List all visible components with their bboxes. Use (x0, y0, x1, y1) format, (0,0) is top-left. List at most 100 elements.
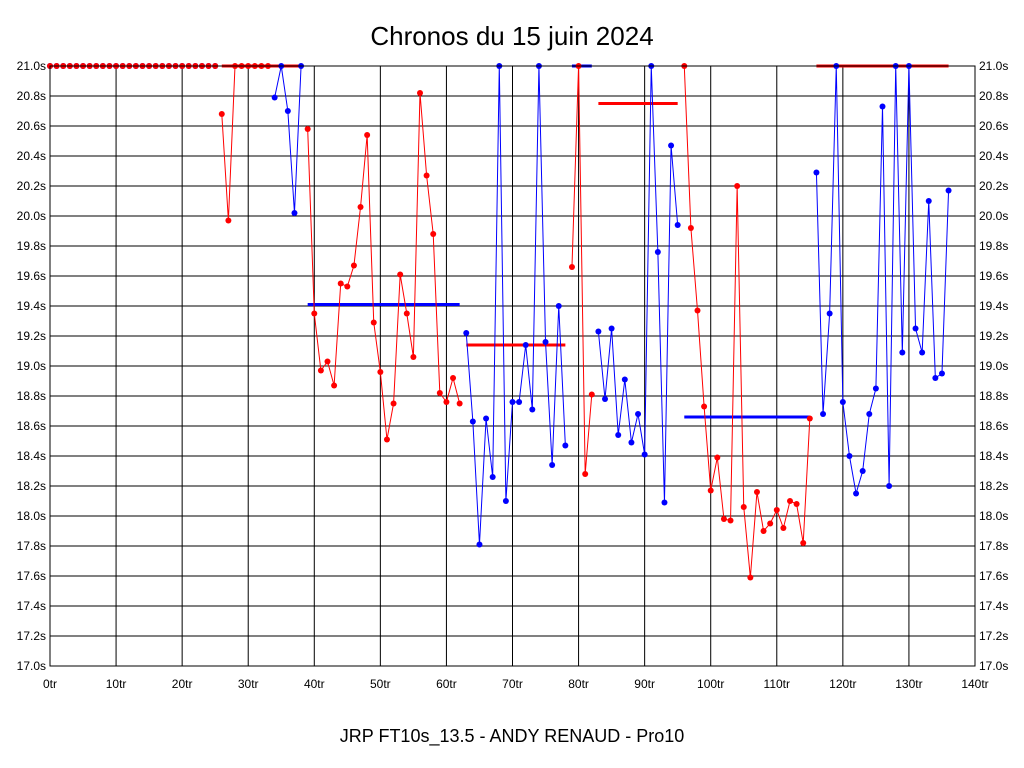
data-point (938, 370, 945, 377)
data-point (899, 349, 906, 356)
data-point (403, 310, 410, 317)
data-point (350, 262, 357, 269)
y-tick-label-left: 19.6s (17, 269, 46, 283)
y-tick-labels-left: 17.0s 17.2s 17.4s 17.6s 17.8s 18.0s 18.2s 18.4s… (17, 59, 46, 673)
x-tick-label: 40tr (304, 677, 325, 691)
data-point (225, 217, 232, 224)
y-tick-label-left: 20.6s (17, 119, 46, 133)
data-point (839, 399, 846, 405)
y-tick-label-right: 19.0s (979, 359, 1008, 373)
y-tick-label-left: 20.2s (17, 179, 46, 193)
y-tick-label-left: 17.8s (17, 539, 46, 553)
data-point (456, 400, 463, 407)
y-tick-label-left: 19.8s (17, 239, 46, 253)
x-tick-label: 20tr (172, 677, 193, 691)
y-tick-label-left: 17.4s (17, 599, 46, 613)
data-point (866, 411, 873, 417)
series-line (307, 92, 461, 440)
data-point (846, 453, 853, 459)
data-point (397, 271, 404, 278)
y-tick-label-left: 20.0s (17, 209, 46, 223)
data-point (423, 172, 430, 179)
y-tick-label-left: 17.0s (17, 659, 46, 673)
y-tick-label-left: 19.0s (17, 359, 46, 373)
data-point (886, 483, 893, 489)
y-tick-label-right: 19.6s (979, 269, 1008, 283)
y-tick-label-right: 18.4s (979, 449, 1008, 463)
data-point (582, 471, 589, 477)
data-point (324, 358, 331, 365)
data-point (787, 498, 793, 504)
data-point (522, 342, 529, 348)
data-point (436, 390, 443, 396)
data-point (641, 451, 648, 458)
y-tick-label-right: 17.2s (979, 629, 1008, 643)
series-line (274, 65, 302, 214)
data-point (284, 108, 291, 114)
y-tick-label-left: 18.4s (17, 449, 46, 463)
data-point (654, 249, 661, 255)
y-tick-label-right: 19.4s (979, 299, 1008, 313)
data-point (714, 454, 721, 461)
data-point (357, 204, 364, 210)
data-point (304, 126, 311, 132)
y-tick-label-right: 20.4s (979, 149, 1008, 163)
data-point (489, 474, 496, 480)
y-tick-label-left: 18.2s (17, 479, 46, 493)
data-point (595, 328, 602, 335)
y-tick-label-right: 21.0s (979, 59, 1008, 73)
y-tick-label-left: 18.6s (17, 419, 46, 433)
data-point (588, 391, 595, 398)
series-line (683, 65, 811, 578)
y-tick-label-right: 18.0s (979, 509, 1008, 523)
data-point (806, 415, 813, 422)
data-point (780, 525, 787, 531)
data-point (469, 418, 476, 425)
data-point (529, 406, 536, 413)
data-point (753, 489, 760, 495)
x-tick-label: 110tr (764, 677, 790, 691)
data-point (383, 436, 390, 443)
x-tick-labels: 0tr 10tr 20tr 30tr 40tr 50tr 60tr 70tr 80tr 90tr 1… (43, 677, 989, 691)
data-point (344, 283, 351, 290)
y-tick-label-right: 17.8s (979, 539, 1008, 553)
y-tick-label-left: 21.0s (17, 59, 46, 73)
data-point (912, 325, 919, 332)
data-point (621, 376, 628, 383)
series-line (815, 65, 950, 494)
y-tick-labels-right: 17.0s 17.2s 17.4s 17.6s 17.8s 18.0s 18.2s 18.4s… (979, 59, 1008, 673)
data-point (608, 325, 615, 332)
x-tick-label: 30tr (238, 677, 259, 691)
data-point (635, 411, 642, 417)
data-point (859, 468, 866, 474)
data-point (542, 339, 549, 345)
x-tick-label: 130tr (895, 677, 922, 691)
data-point (410, 354, 417, 360)
y-tick-label-right: 19.8s (979, 239, 1008, 253)
data-point (820, 411, 827, 417)
y-tick-label-left: 18.0s (17, 509, 46, 523)
data-point (337, 280, 344, 287)
data-point (450, 375, 457, 381)
data-point (813, 169, 820, 176)
y-tick-label-left: 17.2s (17, 629, 46, 643)
x-tick-label: 10tr (106, 677, 127, 691)
data-point (747, 574, 754, 581)
x-tick-label: 120tr (829, 677, 856, 691)
data-point (932, 375, 939, 381)
y-tick-label-right: 20.6s (979, 119, 1008, 133)
data-point (945, 187, 952, 194)
data-point (720, 516, 727, 522)
y-tick-label-right: 20.8s (979, 89, 1008, 103)
chart-title: Chronos du 15 juin 2024 (370, 21, 653, 51)
y-tick-label-left: 20.4s (17, 149, 46, 163)
y-tick-label-right: 20.2s (979, 179, 1008, 193)
x-tick-label: 70tr (502, 677, 523, 691)
series-line (571, 65, 593, 475)
data-point (694, 307, 701, 314)
data-point (687, 225, 694, 231)
x-tick-label: 0tr (43, 677, 57, 691)
x-tick-label: 80tr (568, 677, 589, 691)
data-point (364, 132, 371, 138)
data-point (767, 520, 774, 527)
